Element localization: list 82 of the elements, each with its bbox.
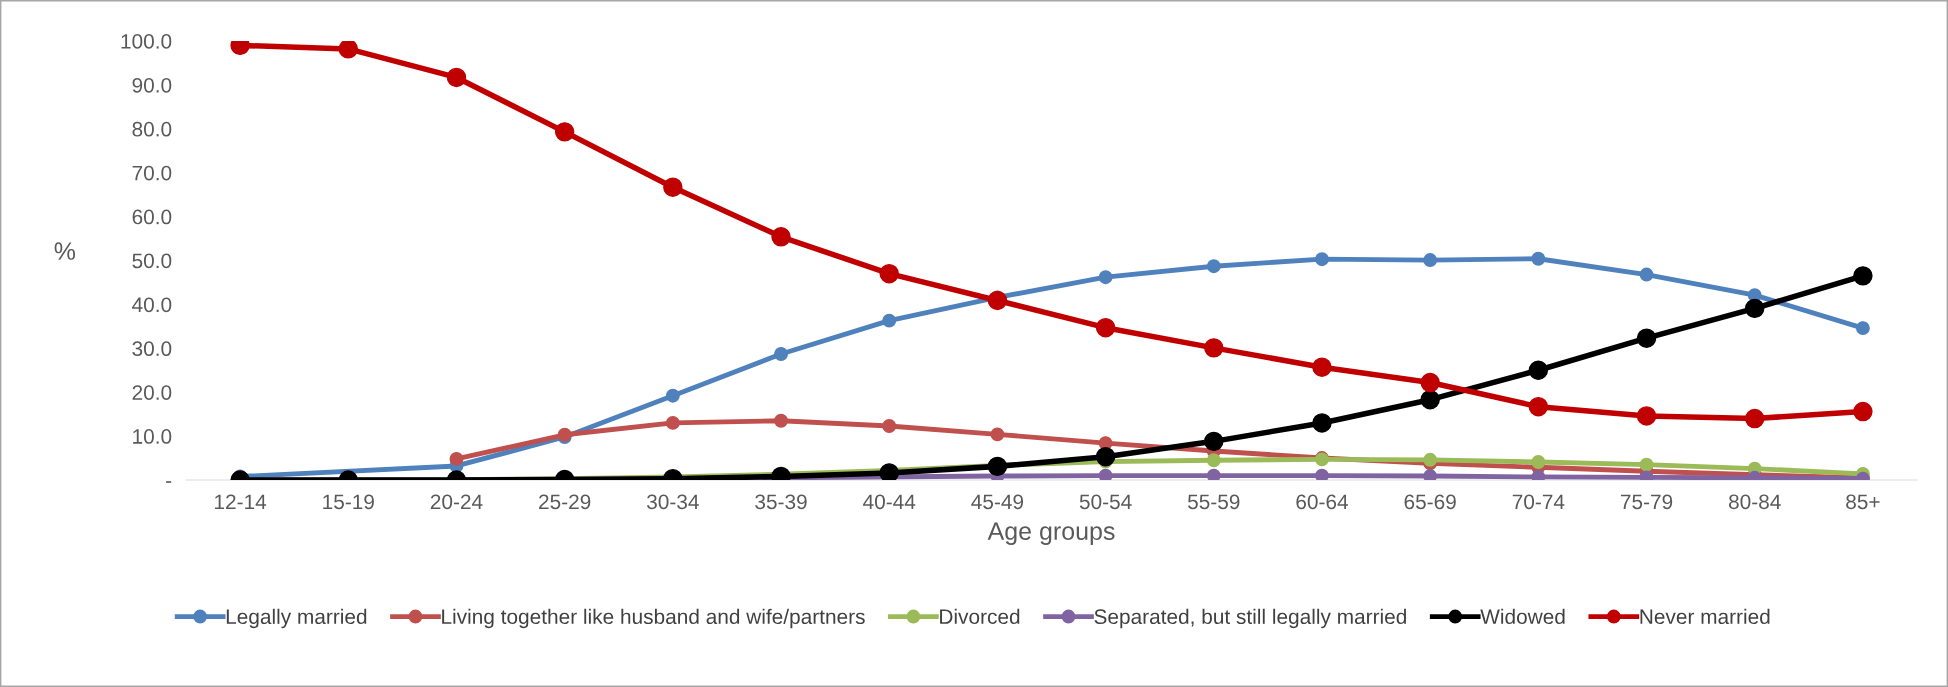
legend-label: Living together like husband and wife/partners — [442, 608, 865, 629]
x-tick-label: 30-34 — [647, 494, 699, 510]
point — [1206, 468, 1221, 480]
point — [1639, 457, 1654, 472]
legend-label: Widowed — [1480, 608, 1565, 625]
point — [665, 415, 680, 430]
point — [446, 67, 467, 88]
y-tick-label: - — [166, 481, 172, 483]
x-tick-label: 75-79 — [1620, 494, 1673, 510]
x-tick-label: 25-29 — [539, 494, 591, 510]
point — [1853, 401, 1873, 422]
point — [1204, 431, 1224, 452]
point — [1095, 447, 1116, 467]
legend-label: Never married — [1640, 608, 1770, 625]
x-tick-label: 60-64 — [1296, 494, 1348, 510]
x-tick-label: 40-44 — [863, 494, 916, 510]
y-tick-label: 50.0 — [132, 253, 172, 269]
x-tick-label: 85+ — [1846, 494, 1880, 510]
y-tick-label: 40.0 — [132, 297, 172, 313]
point — [879, 263, 899, 284]
point — [1312, 357, 1332, 377]
y-tick-label: 80.0 — [132, 121, 172, 137]
point — [1531, 455, 1546, 469]
x-tick-label: 45-49 — [971, 494, 1024, 510]
point — [449, 451, 464, 466]
point — [1531, 251, 1546, 266]
point — [554, 122, 575, 142]
point — [1528, 360, 1549, 380]
point — [882, 313, 897, 328]
point — [1423, 253, 1438, 268]
point — [1855, 321, 1870, 336]
point — [1744, 298, 1765, 319]
x-tick-label: 80-84 — [1728, 494, 1781, 510]
x-tick-label: 50-54 — [1079, 494, 1132, 510]
y-axis-title: % — [54, 242, 76, 260]
point — [1639, 267, 1654, 282]
point — [1423, 469, 1438, 480]
point — [774, 347, 788, 361]
x-tick-label: 65-69 — [1404, 494, 1456, 510]
x-tick-label: 20-24 — [430, 494, 483, 510]
y-tick-label: 30.0 — [132, 341, 172, 357]
point — [1636, 406, 1657, 426]
x-tick-label: 70-74 — [1512, 494, 1565, 510]
point — [1636, 328, 1657, 348]
x-tick-label: 12-14 — [215, 494, 267, 509]
point — [1098, 270, 1113, 285]
point — [1098, 468, 1113, 480]
point — [882, 419, 897, 433]
legend-label: Legally married — [226, 608, 367, 629]
point — [1206, 453, 1221, 468]
legend-label: Separated, but still legally married — [1094, 608, 1406, 629]
x-tick-label: 35-39 — [755, 494, 807, 510]
point — [1420, 389, 1440, 410]
y-tick-label: 60.0 — [132, 209, 172, 225]
point — [1206, 259, 1221, 274]
y-tick-label: 70.0 — [132, 165, 172, 181]
point — [987, 290, 1008, 311]
point — [990, 427, 1005, 442]
point — [1744, 408, 1765, 429]
point — [1423, 452, 1438, 467]
x-axis-title: Age groups — [987, 522, 1115, 545]
legend-label: Divorced — [940, 608, 1020, 625]
y-tick-label: 90.0 — [132, 77, 172, 93]
point — [1420, 372, 1440, 393]
point — [1095, 317, 1116, 338]
y-tick-label: 20.0 — [132, 385, 172, 400]
point — [1853, 266, 1873, 286]
point — [1528, 396, 1549, 417]
x-tick-label: 15-19 — [323, 494, 374, 510]
point — [665, 388, 680, 403]
point — [1315, 468, 1329, 480]
point — [1312, 413, 1332, 433]
point — [1315, 252, 1329, 267]
point — [774, 413, 788, 428]
y-tick-label: 10.0 — [133, 429, 172, 444]
point — [338, 41, 359, 59]
point — [1204, 338, 1224, 358]
point — [663, 177, 683, 197]
x-tick-label: 55-59 — [1187, 494, 1240, 510]
y-tick-label: 100.0 — [121, 34, 172, 49]
point — [987, 456, 1008, 477]
point — [771, 227, 791, 247]
